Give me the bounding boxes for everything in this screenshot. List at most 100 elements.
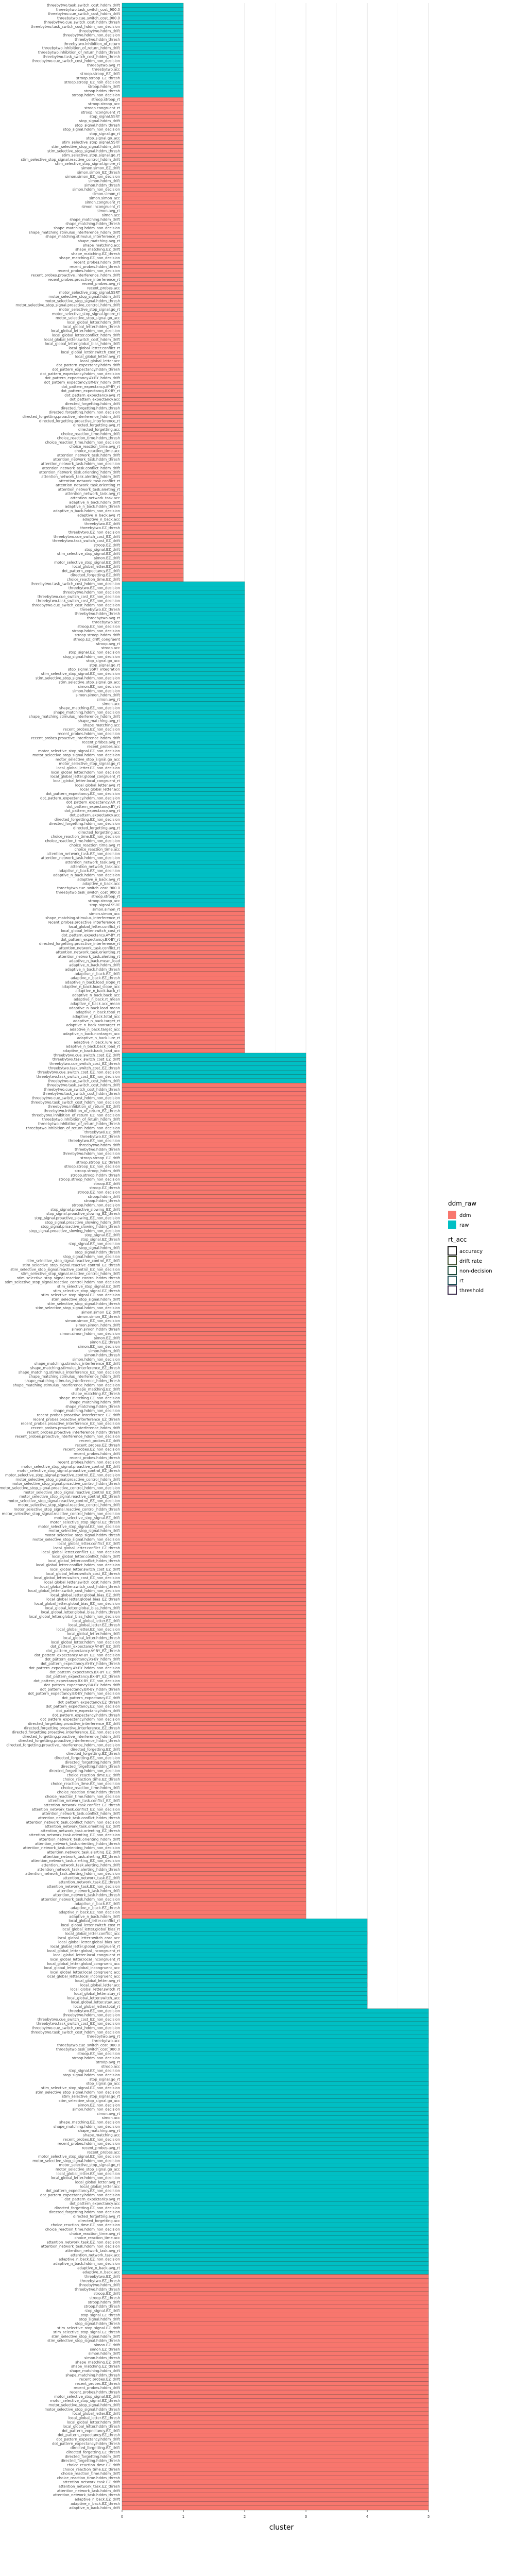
bar-segment bbox=[122, 2446, 429, 2450]
bar-segment bbox=[122, 380, 184, 385]
y-tick-label: adaptive_n_back.nontarget_acc bbox=[63, 1032, 120, 1036]
y-tick-label: choice_reaction_time.hddm_non_decision bbox=[45, 1794, 120, 1799]
bar-segment bbox=[122, 80, 184, 85]
bar-segment bbox=[122, 1679, 306, 1683]
bar-segment bbox=[122, 1361, 306, 1366]
bar-segment bbox=[122, 2372, 429, 2378]
y-tick-label: shape_matching.stimulus_interference_hdd… bbox=[25, 1379, 120, 1383]
y-tick-label: choice_reaction_time.hddm_drift bbox=[61, 432, 121, 436]
bar-segment bbox=[122, 461, 184, 466]
y-tick-label: adaptive_n_back.load_slope_rt bbox=[65, 980, 120, 985]
y-tick-label: adaptive_n_back.avg_rt bbox=[77, 877, 120, 882]
bar-segment bbox=[122, 856, 245, 860]
bar-segment bbox=[122, 1674, 306, 1679]
y-tick-label: motor_selective_stop_signal.hddm_thresh bbox=[44, 1533, 120, 1537]
bar-segment bbox=[122, 1880, 306, 1885]
y-tick-label: attention_network_task.conflict_EZ_non_d… bbox=[31, 1807, 120, 1811]
bar-segment bbox=[122, 1233, 306, 1238]
bar-segment bbox=[122, 1708, 306, 1714]
bar-segment bbox=[122, 1396, 306, 1400]
bar-segment bbox=[122, 2214, 429, 2219]
legend-key bbox=[448, 1221, 456, 1229]
y-tick-label: stroop.EZ_non_decision bbox=[77, 1191, 120, 1195]
y-tick-label: stop_signal.go_acc bbox=[86, 659, 120, 663]
bar-segment bbox=[122, 718, 245, 723]
bar-segment bbox=[122, 1670, 306, 1675]
y-tick-label: threebytwo.cue_switch_cost_EZ_non_decisi… bbox=[38, 2018, 120, 2022]
bar-segment bbox=[122, 2090, 429, 2095]
bar-segment bbox=[122, 1472, 306, 1478]
bar-segment bbox=[122, 191, 184, 196]
y-tick-label: dot_pattern_expectancy.EZ_thresh bbox=[58, 1700, 120, 1704]
bar-segment bbox=[122, 2252, 429, 2258]
y-tick-label: stop_signal.hddm_thresh bbox=[75, 1250, 121, 1255]
y-tick-label: adaptive_n_back.target_acc bbox=[70, 1027, 120, 1031]
y-tick-label: directed_forgetting.proactive_interferen… bbox=[19, 1739, 120, 1743]
bar-segment bbox=[122, 2338, 429, 2343]
y-tick-label: dot_pattern_expectancy.hddm_thresh bbox=[52, 367, 120, 371]
bar-segment bbox=[122, 1100, 306, 1105]
bar-segment bbox=[122, 435, 184, 440]
bar-segment bbox=[122, 534, 184, 539]
y-tick-label: simon.hddm_non_decision bbox=[72, 689, 120, 693]
y-tick-label: stop_signal.go_rt bbox=[90, 2077, 121, 2081]
y-tick-label: directed_forgetting.hddm_drift bbox=[65, 402, 120, 406]
y-tick-label: shape_matching.hddm_thresh bbox=[65, 1404, 120, 1409]
bar-segment bbox=[122, 2450, 429, 2455]
y-tick-label: local_global_letter.global_bias_hddm_dri… bbox=[45, 342, 120, 346]
y-tick-label: local_global_letter.global_congruent_rt bbox=[50, 1944, 120, 1948]
y-tick-label: threebytwo.EZ_drift bbox=[84, 2275, 120, 2279]
y-tick-label: threebytwo.cue_switch_cost_hddm_drift bbox=[48, 1079, 120, 1083]
y-tick-label: attention_network_task.EZ_drift bbox=[63, 2480, 121, 2484]
bar-segment bbox=[122, 731, 245, 736]
y-tick-label: local_global_letter.switch_rt bbox=[70, 1988, 120, 1992]
bar-segment bbox=[122, 547, 184, 552]
bar-segment bbox=[122, 2197, 429, 2202]
y-tick-label: threebytwo.cue_switch_cost_hddm_drift bbox=[48, 12, 120, 16]
bar-segment bbox=[122, 963, 245, 968]
bar-segment bbox=[122, 1027, 245, 1032]
bar-segment bbox=[122, 466, 184, 470]
bar-segment bbox=[122, 285, 184, 291]
bar-segment bbox=[122, 2115, 429, 2121]
y-tick-label: local_global_letter.acc bbox=[80, 2184, 120, 2189]
y-tick-label: local_global_letter.local_congruent_rt bbox=[53, 779, 120, 783]
y-tick-label: stop_signal.hddm_non_decision bbox=[63, 2073, 120, 2077]
bar-segment bbox=[122, 697, 245, 702]
y-tick-label: attention_network_task.EZ_non_decision bbox=[46, 852, 120, 856]
bar-segment bbox=[122, 2402, 429, 2408]
bar-segment bbox=[122, 1147, 306, 1152]
bar-segment bbox=[122, 2317, 429, 2322]
bar-segment bbox=[122, 2433, 429, 2437]
y-tick-label: local_global_letter.global_incongruent_r… bbox=[47, 1949, 121, 1953]
y-tick-label: stroop.stroop_EZ_non_decision bbox=[64, 80, 120, 84]
y-tick-label: local_global_letter.hddm_thresh bbox=[63, 2425, 120, 2429]
y-tick-label: threebytwo.EZ_non_decision bbox=[68, 2009, 120, 2013]
y-tick-label: threebytwo.task_switch_cost_hddm_drift bbox=[47, 3, 120, 7]
y-tick-label: adaptive_n_back.acc bbox=[82, 882, 120, 886]
bar-segment bbox=[122, 2497, 429, 2502]
bar-segment bbox=[122, 1387, 306, 1392]
bar-segment bbox=[122, 1494, 306, 1499]
bar-segment bbox=[122, 744, 245, 749]
y-tick-label: local_global_letter.acc bbox=[80, 1983, 120, 1987]
bar-segment bbox=[122, 1991, 368, 1996]
y-tick-label: stop_signal.hddm_drift bbox=[79, 2317, 120, 2321]
y-tick-label: stop_signal.EZ_non_decision bbox=[68, 650, 120, 654]
y-tick-label: adaptive_n_back.rt_mean bbox=[74, 997, 120, 1002]
y-tick-label: directed_forgetting.hddm_drift bbox=[65, 2454, 120, 2459]
bar-segment bbox=[122, 757, 245, 762]
y-tick-label: threebytwo.cue_switch_cost_hddm_non_deci… bbox=[32, 2026, 120, 2030]
bar-segment bbox=[122, 882, 245, 886]
bar-segment bbox=[122, 1871, 306, 1876]
legend-label: ddm bbox=[459, 1213, 471, 1218]
bar-segment bbox=[122, 2420, 429, 2425]
bar-segment bbox=[122, 1254, 306, 1259]
bar-segment bbox=[122, 1833, 306, 1838]
bar-segment bbox=[122, 1850, 306, 1855]
legend-key bbox=[448, 1285, 457, 1295]
bar-segment bbox=[122, 33, 184, 38]
bar-segment bbox=[122, 222, 184, 226]
bar-segment bbox=[122, 907, 245, 912]
bar-segment bbox=[122, 1563, 306, 1568]
